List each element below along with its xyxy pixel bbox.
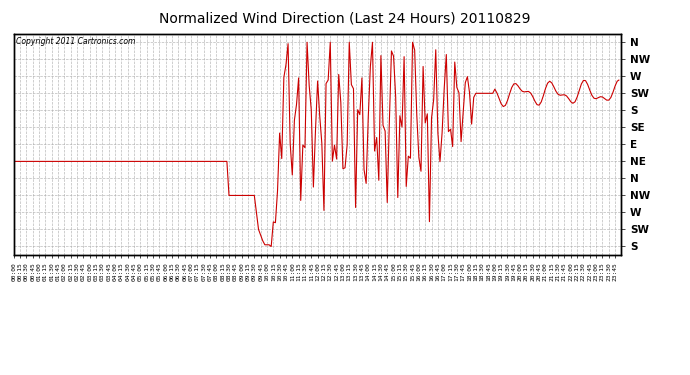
Text: Copyright 2011 Cartronics.com: Copyright 2011 Cartronics.com: [16, 37, 135, 46]
Text: Normalized Wind Direction (Last 24 Hours) 20110829: Normalized Wind Direction (Last 24 Hours…: [159, 11, 531, 25]
